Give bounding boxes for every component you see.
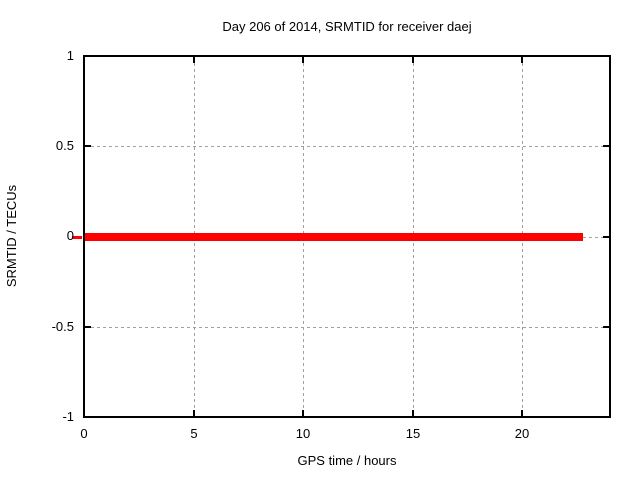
gridline-y-0.5 [85,146,609,147]
x-tick-label-10: 10 [295,426,311,441]
chart-title: Day 206 of 2014, SRMTID for receiver dae… [222,19,472,34]
tick-top-20 [521,57,523,63]
tick-right-0.5 [603,145,609,147]
y-tick-label--0.5: -0.5 [51,319,74,334]
tick-right-0 [603,236,609,238]
tick-bottom-15 [412,410,414,416]
tick-top-15 [412,57,414,63]
tick-top-10 [302,57,304,63]
tick-right--0.5 [603,326,609,328]
gridline-y--0.5 [85,327,609,328]
tick-bottom-10 [302,410,304,416]
x-axis-label: GPS time / hours [297,453,397,468]
data-line-cap [72,236,82,239]
tick-top-5 [193,57,195,63]
x-tick-label-20: 20 [514,426,530,441]
y-tick-label-0: 0 [66,228,74,243]
y-tick-label-0.5: 0.5 [55,138,74,153]
x-tick-label-0: 0 [80,426,88,441]
tick-bottom-5 [193,410,195,416]
y-tick-label-1: 1 [66,48,74,63]
tick-left-0.5 [85,145,91,147]
plot-area [83,55,611,418]
tick-left--0.5 [85,326,91,328]
data-line-srmtid [85,233,583,241]
x-tick-label-15: 15 [405,426,421,441]
x-tick-label-5: 5 [190,426,198,441]
tick-bottom-20 [521,410,523,416]
y-tick-label--1: -1 [62,409,74,424]
